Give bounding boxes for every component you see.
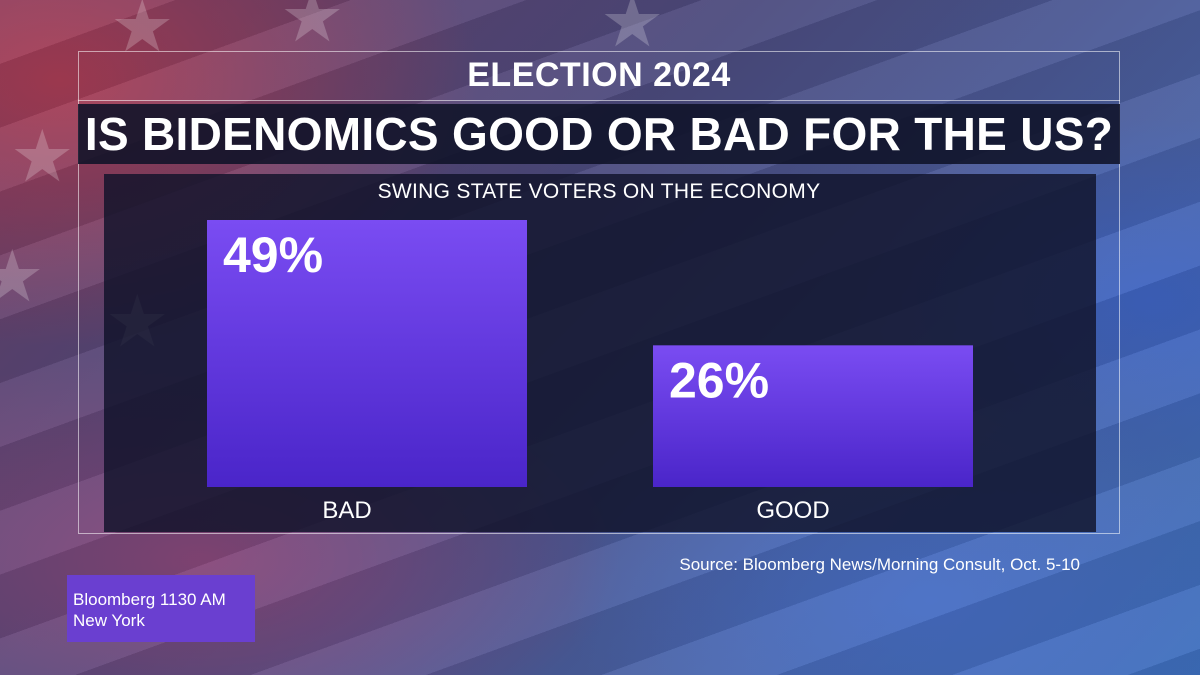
source-note: Source: Bloomberg News/Morning Consult, …: [679, 555, 1080, 574]
headline: IS BIDENOMICS GOOD OR BAD FOR THE US?: [78, 104, 1120, 164]
star-decoration: ★: [600, 0, 665, 63]
station-name: Bloomberg 1130 AM: [73, 590, 226, 609]
data-label-good: 26%: [669, 352, 769, 408]
category-label-good: GOOD: [756, 497, 829, 524]
star-decoration: ★: [280, 0, 345, 58]
chart-title: SWING STATE VOTERS ON THE ECONOMY: [377, 180, 821, 203]
bar-good: [653, 345, 973, 487]
data-label-bad: 49%: [223, 227, 323, 283]
station-city: New York: [73, 611, 145, 630]
bar-bad: [207, 220, 527, 487]
star-decoration: ★: [10, 114, 75, 198]
section-title: ELECTION 2024: [78, 51, 1120, 101]
category-label-bad: BAD: [322, 497, 371, 524]
star-decoration: ★: [0, 234, 45, 318]
station-badge: Bloomberg 1130 AM New York: [67, 575, 255, 642]
chart-frame: [78, 51, 1120, 534]
